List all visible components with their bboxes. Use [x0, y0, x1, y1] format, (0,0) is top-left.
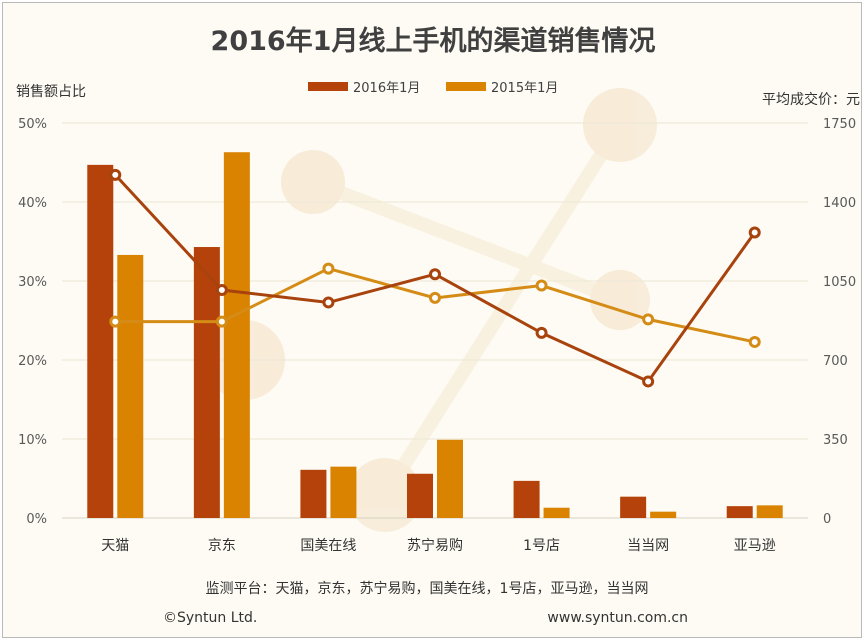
- bar-2015: [756, 505, 783, 518]
- line-point-2016: [642, 375, 655, 388]
- right-tick-label: 700: [823, 354, 848, 369]
- left-tick-label: 30%: [18, 275, 47, 290]
- legend: 2016年1月 2015年1月: [308, 81, 558, 96]
- gridlines: [62, 122, 808, 519]
- line-point-2016: [215, 284, 228, 297]
- watermark-logo: [205, 88, 657, 532]
- right-axis-ticks: 0 350 700 1050 1400 1750: [823, 117, 856, 527]
- right-tick-label: 1750: [823, 117, 856, 132]
- line-point-2015: [215, 315, 228, 328]
- left-tick-label: 20%: [18, 354, 47, 369]
- legend-swatch-2016: [308, 82, 348, 91]
- line-point-2015: [429, 291, 441, 304]
- bar-2015: [117, 254, 144, 518]
- footer-copyright: ©Syntun Ltd.: [163, 610, 257, 626]
- line-point-2016: [429, 268, 441, 281]
- bar-2015: [437, 439, 463, 518]
- category-label: 国美在线: [300, 538, 356, 554]
- line-point-2016: [109, 168, 122, 181]
- category-label: 当当网: [627, 538, 669, 554]
- line-point-2015: [748, 335, 761, 348]
- left-axis-title: 销售额占比: [16, 84, 86, 100]
- category-labels: 天猫 京东 国美在线 苏宁易购 1号店 当当网 亚马逊: [101, 537, 775, 554]
- right-axis-title: 平均成交价：元: [762, 91, 860, 108]
- bar-2015: [650, 511, 677, 518]
- bar-2016: [726, 506, 753, 518]
- bar-2016: [87, 164, 114, 518]
- line-point-2015: [642, 313, 655, 326]
- left-tick-label: 10%: [18, 433, 47, 448]
- footer-platforms: 监测平台：天猫，京东，苏宁易购，国美在线，1号店，亚马逊，当当网: [206, 580, 649, 597]
- line-point-2016: [322, 296, 335, 309]
- category-label: 亚马逊: [734, 538, 776, 554]
- legend-swatch-2015: [446, 82, 486, 91]
- bar-2016: [407, 473, 433, 518]
- bars: [87, 152, 783, 519]
- bar-2015: [330, 466, 357, 518]
- legend-label-2016: 2016年1月: [353, 81, 420, 96]
- line-point-2016: [748, 226, 761, 239]
- bar-2016: [300, 469, 327, 518]
- line-point-2016: [535, 326, 548, 339]
- bar-2015: [223, 152, 250, 519]
- line-point-2015: [109, 315, 122, 328]
- left-tick-label: 0%: [26, 512, 47, 527]
- category-label: 苏宁易购: [407, 537, 463, 554]
- bar-2016: [620, 496, 647, 518]
- line-point-2015: [535, 279, 548, 292]
- category-label: 1号店: [523, 538, 560, 554]
- left-axis-ticks: 0% 10% 20% 30% 40% 50%: [18, 117, 47, 527]
- lines: [109, 168, 761, 388]
- line-point-2015: [322, 262, 335, 275]
- right-tick-label: 0: [823, 512, 831, 527]
- right-tick-label: 350: [823, 433, 848, 448]
- right-tick-label: 1400: [823, 196, 856, 211]
- chart-title: 2016年1月线上手机的渠道销售情况: [211, 25, 656, 57]
- footer-website: www.syntun.com.cn: [547, 610, 688, 626]
- bar-2016: [193, 247, 220, 518]
- category-label: 京东: [208, 538, 236, 554]
- right-tick-label: 1050: [823, 275, 856, 290]
- legend-label-2015: 2015年1月: [491, 81, 558, 96]
- bar-2015: [543, 507, 570, 518]
- left-tick-label: 50%: [18, 117, 47, 132]
- left-tick-label: 40%: [18, 196, 47, 211]
- bar-2016: [513, 480, 540, 518]
- category-label: 天猫: [101, 538, 129, 554]
